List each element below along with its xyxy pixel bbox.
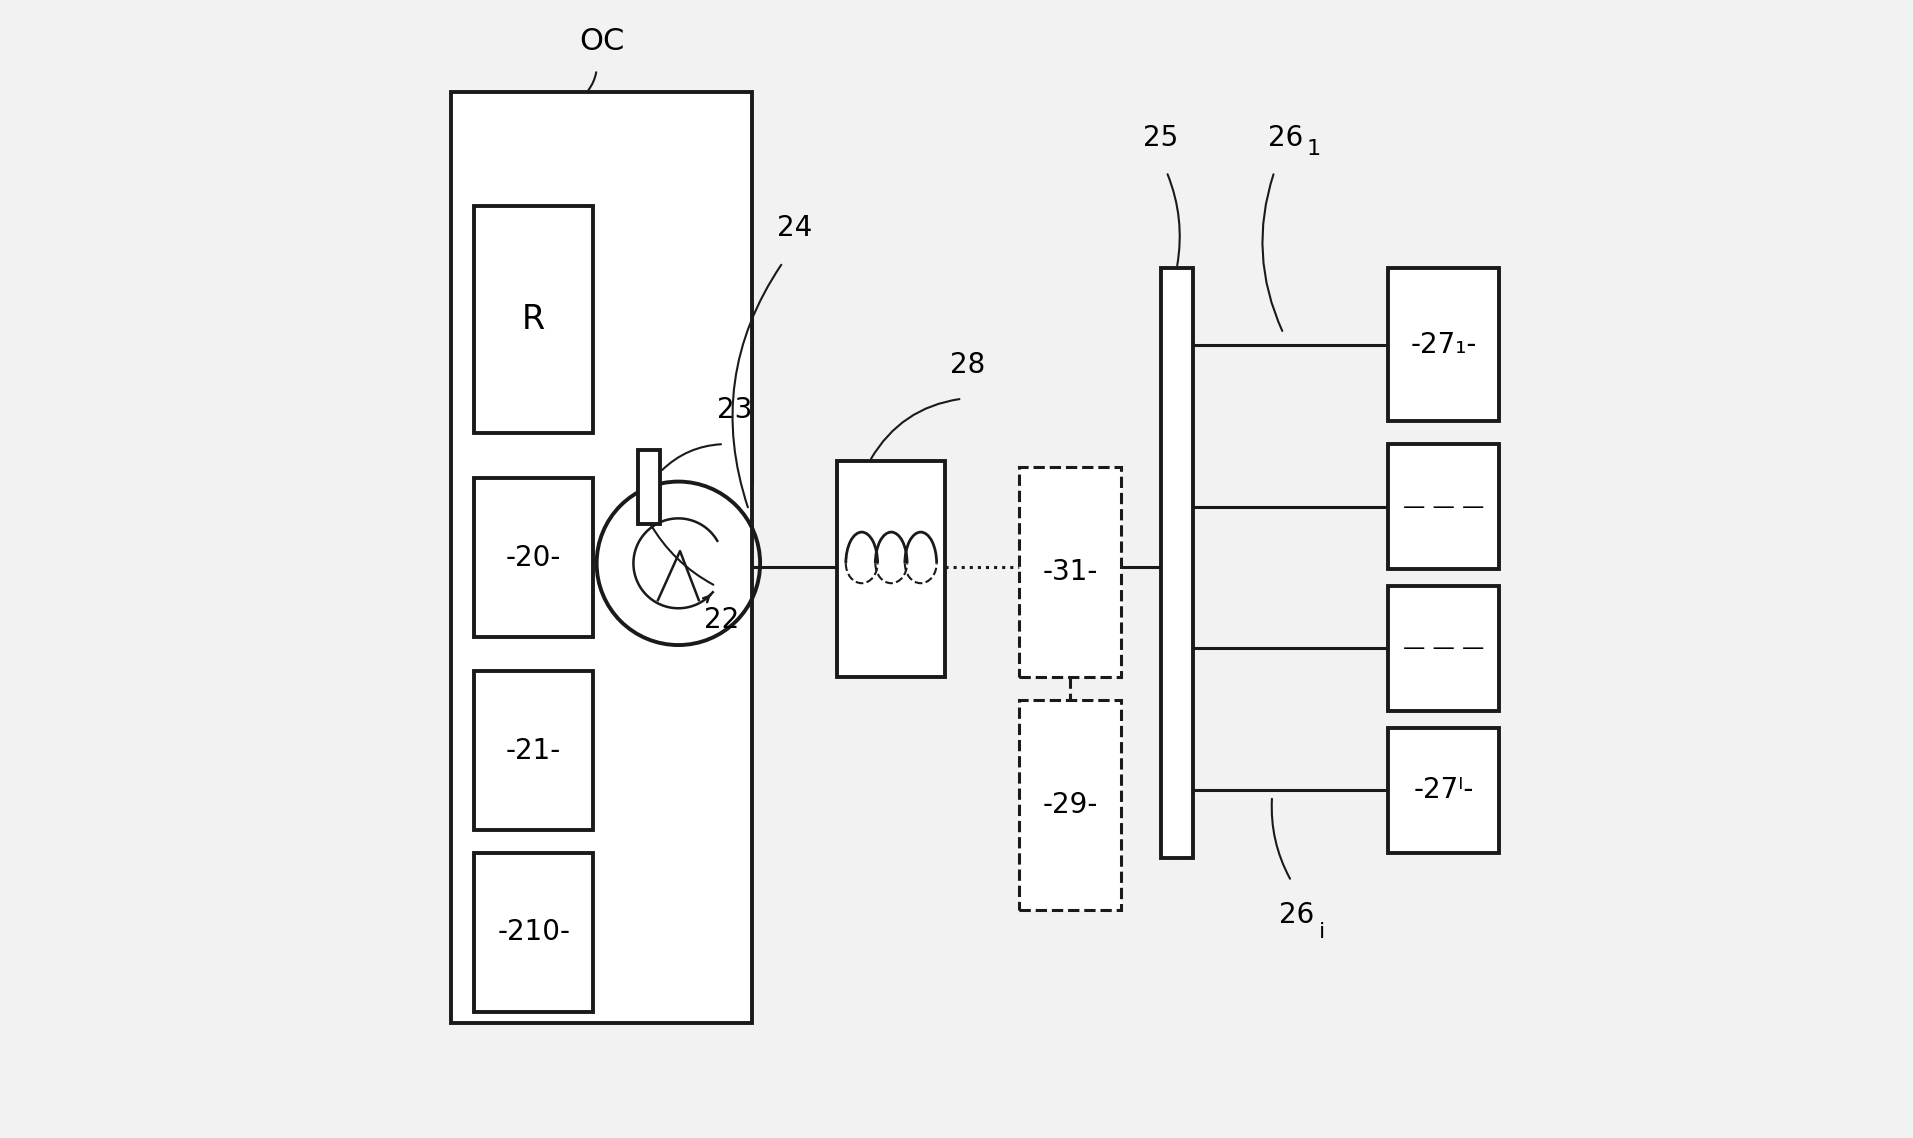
Bar bbox=[474, 478, 593, 637]
Text: -27ᴵ-: -27ᴵ- bbox=[1414, 776, 1473, 805]
Text: -31-: -31- bbox=[1043, 558, 1098, 586]
Text: 26: 26 bbox=[1280, 901, 1314, 930]
Text: 28: 28 bbox=[951, 351, 985, 379]
Bar bbox=[1389, 728, 1500, 852]
Bar bbox=[1020, 700, 1121, 909]
Bar bbox=[474, 206, 593, 432]
Text: 26: 26 bbox=[1268, 124, 1303, 151]
Text: -27₁-: -27₁- bbox=[1410, 331, 1477, 358]
Bar bbox=[637, 450, 660, 523]
Text: 23: 23 bbox=[717, 396, 754, 424]
Text: R: R bbox=[522, 303, 545, 336]
Text: 24: 24 bbox=[777, 214, 811, 242]
Bar bbox=[1389, 269, 1500, 421]
Bar bbox=[838, 461, 945, 677]
Text: — — —: — — — bbox=[1402, 496, 1484, 517]
Text: -21-: -21- bbox=[507, 736, 561, 765]
Text: -210-: -210- bbox=[497, 918, 570, 947]
Text: i: i bbox=[1318, 922, 1326, 942]
Text: OC: OC bbox=[580, 26, 626, 56]
Bar bbox=[451, 92, 752, 1023]
Text: 22: 22 bbox=[704, 607, 738, 634]
Text: — — —: — — — bbox=[1402, 638, 1484, 659]
Bar bbox=[1389, 444, 1500, 569]
Text: -20-: -20- bbox=[505, 544, 561, 571]
Bar bbox=[474, 671, 593, 830]
Bar bbox=[474, 852, 593, 1012]
Text: -29-: -29- bbox=[1043, 791, 1098, 818]
Text: 1: 1 bbox=[1307, 139, 1322, 159]
Bar bbox=[1020, 467, 1121, 677]
Bar bbox=[1389, 586, 1500, 711]
Bar bbox=[1161, 269, 1192, 858]
Text: 25: 25 bbox=[1144, 124, 1178, 151]
